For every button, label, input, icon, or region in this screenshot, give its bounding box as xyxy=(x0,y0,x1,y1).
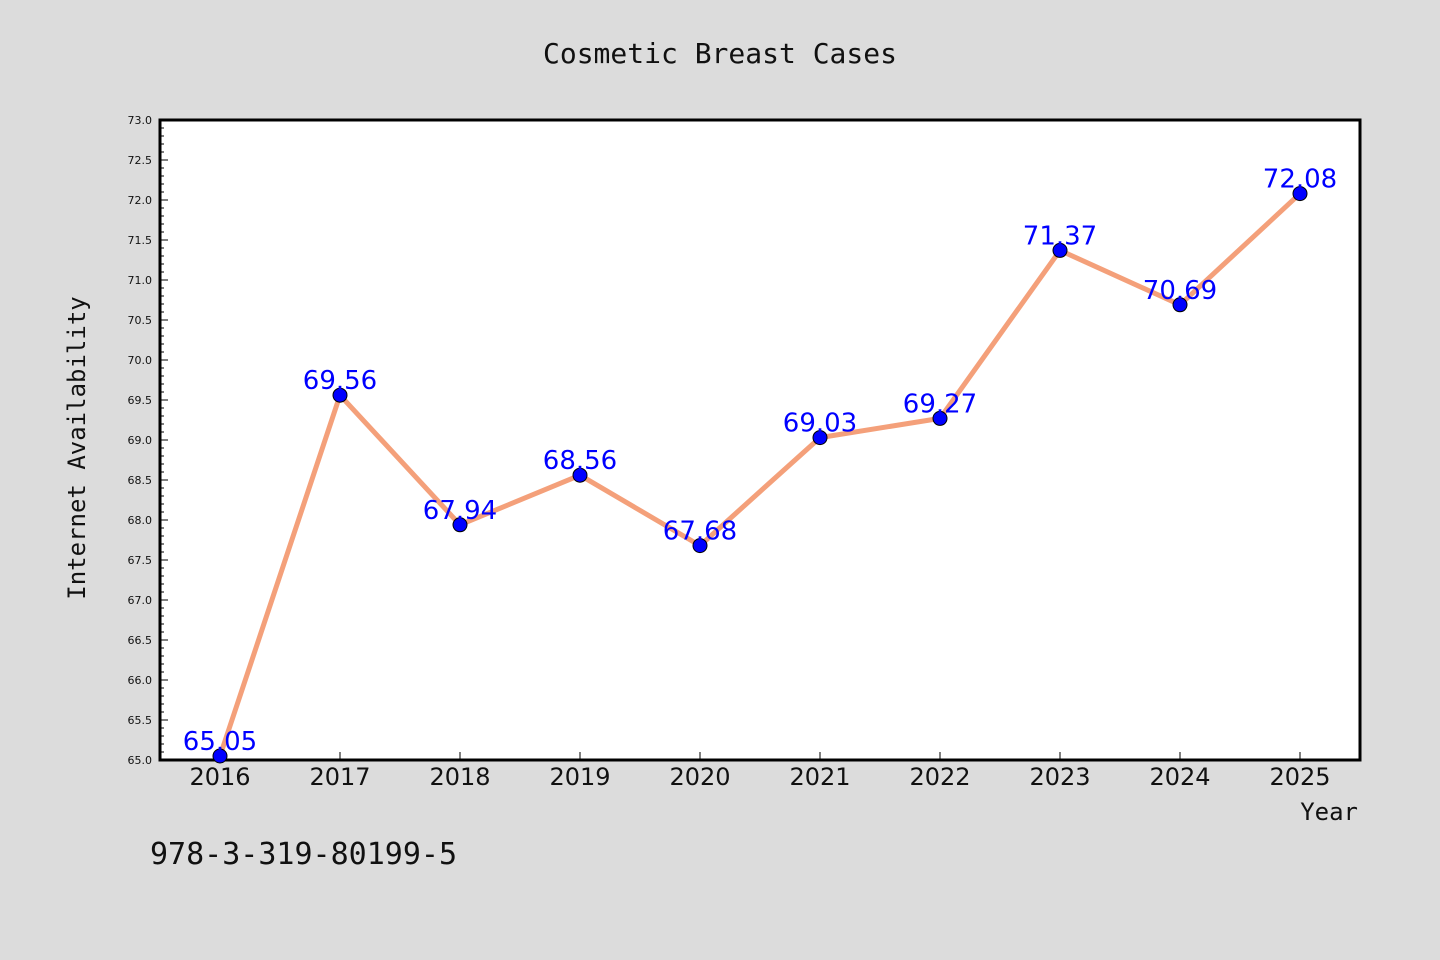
x-tick-label: 2025 xyxy=(1269,763,1330,791)
data-point xyxy=(332,387,348,403)
chart-title: Cosmetic Breast Cases xyxy=(543,37,897,70)
data-label: 72.08 xyxy=(1263,165,1337,195)
data-point xyxy=(572,467,588,483)
data-label: 67.94 xyxy=(423,496,497,526)
y-tick-label: 69.0 xyxy=(128,434,153,447)
data-point xyxy=(932,410,948,426)
plot-area xyxy=(158,118,1362,762)
y-tick-label: 67.0 xyxy=(128,594,153,607)
x-tick-label: 2022 xyxy=(909,763,970,791)
x-axis-label: Year xyxy=(1300,798,1358,826)
data-label: 68.56 xyxy=(543,446,617,476)
data-point xyxy=(1292,186,1308,202)
y-tick-label: 67.5 xyxy=(128,554,153,567)
x-axis: 2016 2017 2018 2019 2020 2021 2022 2023 2024 2025 xyxy=(189,752,1331,791)
data-label: 71.37 xyxy=(1023,221,1097,251)
data-label: 69.27 xyxy=(903,389,977,419)
data-point xyxy=(1052,242,1068,258)
x-tick-label: 2021 xyxy=(789,763,850,791)
y-tick-label: 68.0 xyxy=(128,514,153,527)
data-label: 67.68 xyxy=(663,517,737,547)
y-tick-label: 72.0 xyxy=(128,194,153,207)
y-tick-label: 73.0 xyxy=(128,114,153,127)
data-label: 69.03 xyxy=(783,409,857,439)
data-point xyxy=(212,748,228,764)
y-tick-label: 66.5 xyxy=(128,634,153,647)
data-label: 69.56 xyxy=(303,366,377,396)
x-tick-label: 2019 xyxy=(549,763,610,791)
x-tick-label: 2020 xyxy=(669,763,730,791)
y-tick-label: 68.5 xyxy=(128,474,153,487)
y-tick-label: 66.0 xyxy=(128,674,153,687)
data-label: 70.69 xyxy=(1143,276,1217,306)
data-labels: 65.05 69.56 67.94 68.56 67.68 69.03 69.27 71.37… xyxy=(183,165,1337,757)
y-tick-label: 65.5 xyxy=(128,714,153,727)
y-tick-label: 70.0 xyxy=(128,354,153,367)
series-line xyxy=(217,191,1303,759)
x-tick-label: 2018 xyxy=(429,763,490,791)
series-line-group xyxy=(217,191,1303,759)
y-axis-label: Internet Availability xyxy=(63,296,91,599)
x-tick-label: 2017 xyxy=(309,763,370,791)
footer-text: 978-3-319-80199-5 xyxy=(150,837,457,872)
data-point xyxy=(1172,297,1188,313)
x-tick-label: 2023 xyxy=(1029,763,1090,791)
y-tick-label: 65.0 xyxy=(128,754,153,767)
data-point xyxy=(692,538,708,554)
y-tick-label: 71.5 xyxy=(128,234,153,247)
y-tick-label: 69.5 xyxy=(128,394,153,407)
data-label: 65.05 xyxy=(183,727,257,757)
data-point xyxy=(452,517,468,533)
y-tick-label: 72.5 xyxy=(128,154,153,167)
y-tick-label: 71.0 xyxy=(128,274,153,287)
x-tick-label: 2016 xyxy=(189,763,250,791)
data-point xyxy=(812,430,828,446)
data-points xyxy=(212,186,1308,764)
y-axis: 65.0 65.5 66.0 66.5 67.0 67.5 68.0 68.5 69.0 69.5… xyxy=(128,114,168,767)
y-tick-label: 70.5 xyxy=(128,314,153,327)
x-tick-label: 2024 xyxy=(1149,763,1210,791)
